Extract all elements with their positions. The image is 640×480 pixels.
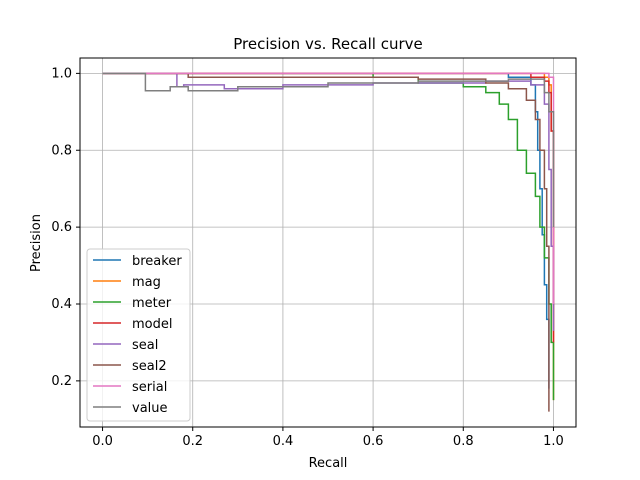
series-line-serial: [102, 72, 555, 304]
y-tick-label: 0.2: [51, 374, 72, 389]
x-axis-ticks: 0.0 0.2 0.4 0.6 0.8 1.0: [92, 427, 564, 449]
x-tick-label: 0.0: [92, 434, 113, 449]
legend-label-seal2: seal2: [132, 359, 167, 374]
plot-frame: [79, 57, 577, 428]
series-line-value: [102, 72, 555, 228]
legend-items: breaker mag meter model seal seal2 serial value: [93, 254, 182, 416]
x-tick-label: 1.0: [543, 434, 564, 449]
series-lines: [102, 72, 555, 412]
y-tick-label: 0.6: [51, 220, 72, 235]
chart-title: Precision vs. Recall curve: [233, 35, 422, 53]
legend-label-serial: serial: [132, 380, 167, 395]
y-tick-label: 0.4: [51, 297, 72, 312]
x-tick-label: 0.8: [453, 434, 474, 449]
legend-box: [86, 248, 191, 422]
legend: breaker mag meter model seal seal2 serial value: [86, 248, 191, 422]
y-tick-label: 0.8: [51, 143, 72, 158]
legend-label-meter: meter: [132, 296, 172, 311]
series-line-seal2: [102, 72, 550, 412]
legend-label-model: model: [132, 317, 172, 332]
y-axis-ticks: 0.2 0.4 0.6 0.8 1.0: [51, 66, 80, 389]
y-axis-label: Precision: [29, 214, 44, 272]
x-tick-label: 0.6: [363, 434, 384, 449]
x-tick-label: 0.2: [182, 434, 203, 449]
x-axis-label: Recall: [309, 456, 348, 471]
y-tick-label: 1.0: [51, 66, 72, 81]
legend-label-breaker: breaker: [132, 254, 182, 269]
legend-label-mag: mag: [132, 275, 161, 290]
legend-label-value: value: [132, 401, 168, 416]
x-tick-label: 0.4: [273, 434, 294, 449]
legend-label-seal: seal: [132, 338, 158, 353]
